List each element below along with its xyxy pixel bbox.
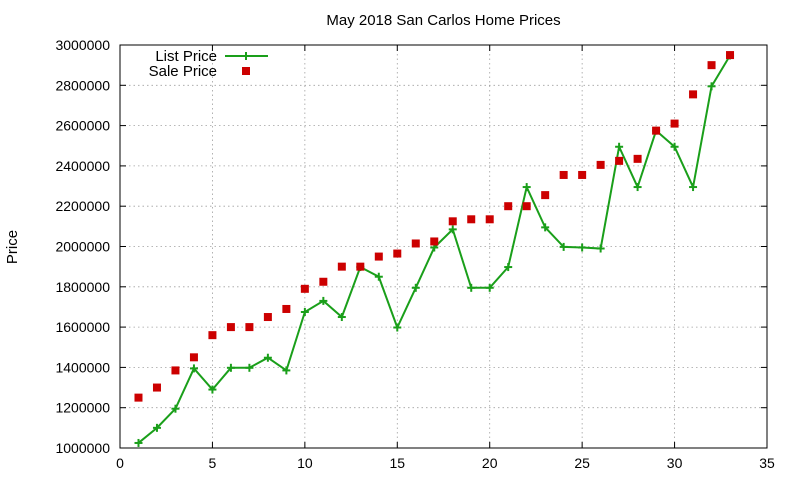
sale-price-point xyxy=(208,331,217,340)
y-tick-label: 2400000 xyxy=(55,158,110,174)
list-price-point xyxy=(411,283,420,292)
sale-price-point xyxy=(430,237,439,246)
list-price-point xyxy=(615,142,624,151)
x-tick-label: 10 xyxy=(297,455,313,471)
sale-price-point xyxy=(652,126,661,135)
sale-price-point xyxy=(596,160,605,169)
list-price-point xyxy=(208,385,217,394)
sale-price-point xyxy=(300,284,309,293)
y-tick-label: 2200000 xyxy=(55,198,110,214)
x-tick-label: 30 xyxy=(667,455,683,471)
x-tick-label: 25 xyxy=(574,455,590,471)
sale-price-point xyxy=(245,323,254,332)
sale-price-point xyxy=(448,217,457,226)
sale-price-point xyxy=(485,215,494,224)
sale-price-point xyxy=(707,61,716,70)
sale-price-point xyxy=(263,313,272,322)
sale-price-point xyxy=(504,202,513,211)
list-price-point xyxy=(467,283,476,292)
series xyxy=(134,51,735,447)
axis-ticks: 0 5 10 15 20 25 30 35 1000000 1200000 1400000 16000… xyxy=(55,37,775,471)
list-price-point xyxy=(374,272,383,281)
y-axis-label: Price xyxy=(4,230,21,264)
list-price-point xyxy=(670,142,679,151)
sale-price-point xyxy=(467,215,476,224)
list-price-point xyxy=(263,353,272,362)
sale-price-point xyxy=(411,239,420,248)
y-tick-label: 1200000 xyxy=(55,400,110,416)
legend-label-list-price: List Price xyxy=(155,48,217,65)
sale-price-point xyxy=(522,202,531,211)
list-price-point xyxy=(689,183,698,192)
y-tick-label: 1000000 xyxy=(55,440,110,456)
list-price-point xyxy=(633,183,642,192)
sale-price-point xyxy=(282,304,291,313)
legend-label-sale-price: Sale Price xyxy=(149,63,217,80)
list-price-point xyxy=(578,243,587,252)
sale-price-point xyxy=(134,393,143,402)
list-price-point xyxy=(319,296,328,305)
legend-marker-list-price xyxy=(242,52,250,60)
sale-price-point xyxy=(337,262,346,271)
legend-marker-sale-price xyxy=(242,67,250,75)
list-price-point xyxy=(485,283,494,292)
x-tick-label: 20 xyxy=(482,455,498,471)
plot-frame xyxy=(119,44,768,449)
y-tick-label: 1600000 xyxy=(55,319,110,335)
y-tick-label: 2600000 xyxy=(55,118,110,134)
y-tick-label: 1400000 xyxy=(55,359,110,375)
list-price-point xyxy=(189,364,198,373)
list-price-point xyxy=(559,242,568,251)
sale-price-point xyxy=(559,170,568,179)
y-tick-label: 2800000 xyxy=(55,77,110,93)
y-tick-label: 1800000 xyxy=(55,279,110,295)
sale-price-point xyxy=(670,119,679,128)
list-price-point xyxy=(171,404,180,413)
sale-price-point xyxy=(374,252,383,261)
sale-price-point xyxy=(171,366,180,375)
grid xyxy=(120,45,767,448)
list-price-point xyxy=(134,438,143,447)
x-tick-label: 15 xyxy=(389,455,405,471)
y-tick-label: 3000000 xyxy=(55,37,110,53)
list-price-point xyxy=(448,225,457,234)
sale-price-point xyxy=(226,323,235,332)
sale-price-point xyxy=(615,156,624,165)
list-price-point xyxy=(282,366,291,375)
list-price-point xyxy=(393,323,402,332)
list-price-point xyxy=(541,223,550,232)
chart-title: May 2018 San Carlos Home Prices xyxy=(326,12,560,29)
x-tick-label: 0 xyxy=(116,455,124,471)
x-tick-label: 35 xyxy=(759,455,775,471)
sale-price-point xyxy=(189,353,198,362)
list-price-point xyxy=(245,363,254,372)
list-price-point xyxy=(152,423,161,432)
sale-price-point xyxy=(393,249,402,258)
sale-price-point xyxy=(356,262,365,271)
list-price-point xyxy=(337,313,346,322)
sale-price-point xyxy=(689,90,698,99)
sale-price-point xyxy=(319,277,328,286)
sale-price-point xyxy=(578,170,587,179)
list-price-point xyxy=(522,183,531,192)
list-price-point xyxy=(596,244,605,253)
x-tick-label: 5 xyxy=(209,455,217,471)
sale-price-point xyxy=(726,51,735,60)
y-tick-label: 2000000 xyxy=(55,239,110,255)
list-price-point xyxy=(707,82,716,91)
list-price-point xyxy=(300,307,309,316)
sale-price-point xyxy=(541,191,550,200)
legend: List Price Sale Price xyxy=(149,48,268,80)
list-price-point xyxy=(226,363,235,372)
list-price-point xyxy=(504,263,513,272)
sale-price-point xyxy=(152,383,161,392)
sale-price-point xyxy=(633,154,642,163)
